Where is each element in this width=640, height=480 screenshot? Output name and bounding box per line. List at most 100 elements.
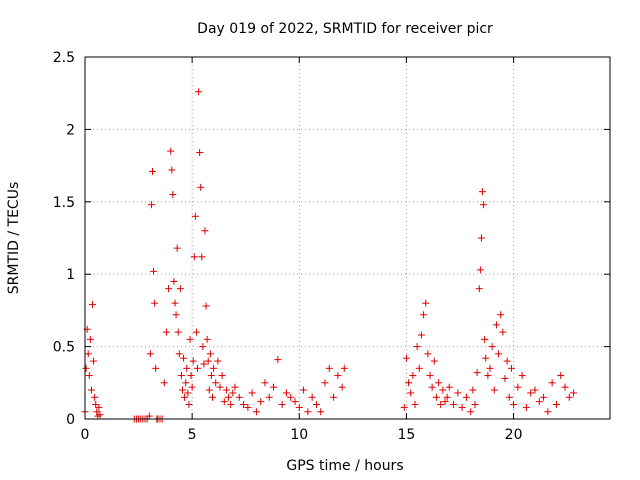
data-point <box>145 412 153 420</box>
data-point <box>244 403 252 411</box>
data-point <box>231 383 239 391</box>
data-point <box>180 354 188 362</box>
data-point <box>420 311 428 319</box>
x-tick-label: 20 <box>505 427 523 443</box>
data-point <box>192 328 200 336</box>
data-point <box>557 372 565 380</box>
data-point <box>190 253 198 261</box>
data-point <box>497 311 505 319</box>
data-point <box>201 227 209 235</box>
data-point <box>321 379 329 387</box>
data-point <box>415 364 423 372</box>
data-point <box>203 335 211 343</box>
data-point <box>235 393 243 401</box>
data-point <box>476 266 484 274</box>
data-point <box>437 401 445 409</box>
data-point <box>282 389 290 397</box>
data-point <box>150 267 158 275</box>
data-point <box>422 299 430 307</box>
data-point <box>426 372 434 380</box>
data-point <box>188 383 196 391</box>
data-point <box>176 285 184 293</box>
data-point <box>196 149 204 157</box>
data-point <box>87 386 95 394</box>
y-axis-label: SRMTID / TECUs <box>6 182 22 295</box>
data-point <box>210 364 218 372</box>
x-tick-label: 0 <box>81 427 90 443</box>
x-tick-label: 15 <box>398 427 416 443</box>
data-point <box>149 167 156 175</box>
data-point <box>175 350 183 358</box>
data-point <box>90 357 98 365</box>
data-point <box>265 393 273 401</box>
data-point <box>454 389 462 397</box>
data-point <box>424 350 432 358</box>
data-point <box>430 357 438 365</box>
data-point <box>177 372 185 380</box>
data-point <box>162 328 170 336</box>
data-point <box>187 372 195 380</box>
data-points <box>81 88 578 423</box>
data-point <box>91 393 99 401</box>
data-point <box>439 386 447 394</box>
data-point <box>411 401 419 409</box>
data-point <box>338 383 346 391</box>
data-point <box>198 253 206 261</box>
data-point <box>205 386 213 394</box>
data-point <box>479 188 486 196</box>
data-point <box>300 386 308 394</box>
data-point <box>522 403 530 411</box>
data-point <box>194 364 201 372</box>
data-point <box>443 393 451 401</box>
data-point <box>514 383 522 391</box>
data-point <box>407 389 415 397</box>
data-point <box>218 372 226 380</box>
data-point <box>540 393 548 401</box>
data-point <box>413 343 421 351</box>
data-point <box>185 401 193 409</box>
data-point <box>462 393 470 401</box>
data-point <box>477 234 485 242</box>
data-point <box>85 372 93 380</box>
data-point <box>469 386 477 394</box>
data-point <box>189 357 197 365</box>
data-point <box>207 372 215 380</box>
data-point <box>261 379 269 387</box>
data-point <box>417 331 425 339</box>
y-tick-label: 2 <box>66 122 75 138</box>
y-tick-label: 1 <box>66 267 75 283</box>
data-point <box>84 350 92 358</box>
data-point <box>86 335 94 343</box>
data-point <box>172 311 180 319</box>
data-point <box>200 360 208 368</box>
data-point <box>481 335 489 343</box>
data-point <box>400 403 408 411</box>
data-point <box>183 364 191 372</box>
data-point <box>227 401 235 409</box>
data-point <box>565 393 573 401</box>
data-point <box>278 401 286 409</box>
data-point <box>467 408 475 416</box>
data-point <box>199 343 207 351</box>
y-tick-label: 1.5 <box>53 195 75 211</box>
data-point <box>165 285 173 293</box>
y-tick-label: 2.5 <box>53 50 75 66</box>
y-tick-label: 0.5 <box>53 340 75 356</box>
data-point <box>518 372 526 380</box>
data-point <box>209 393 216 401</box>
data-point <box>308 393 316 401</box>
data-point <box>405 379 413 387</box>
data-point <box>561 383 569 391</box>
data-point <box>507 364 515 372</box>
data-point <box>274 356 282 364</box>
data-point <box>168 166 176 174</box>
x-tick-label: 10 <box>290 427 308 443</box>
data-point <box>495 350 503 358</box>
data-point <box>179 386 186 394</box>
data-point <box>325 364 333 372</box>
data-point <box>146 350 154 358</box>
data-point <box>432 393 440 401</box>
data-point <box>167 147 175 155</box>
